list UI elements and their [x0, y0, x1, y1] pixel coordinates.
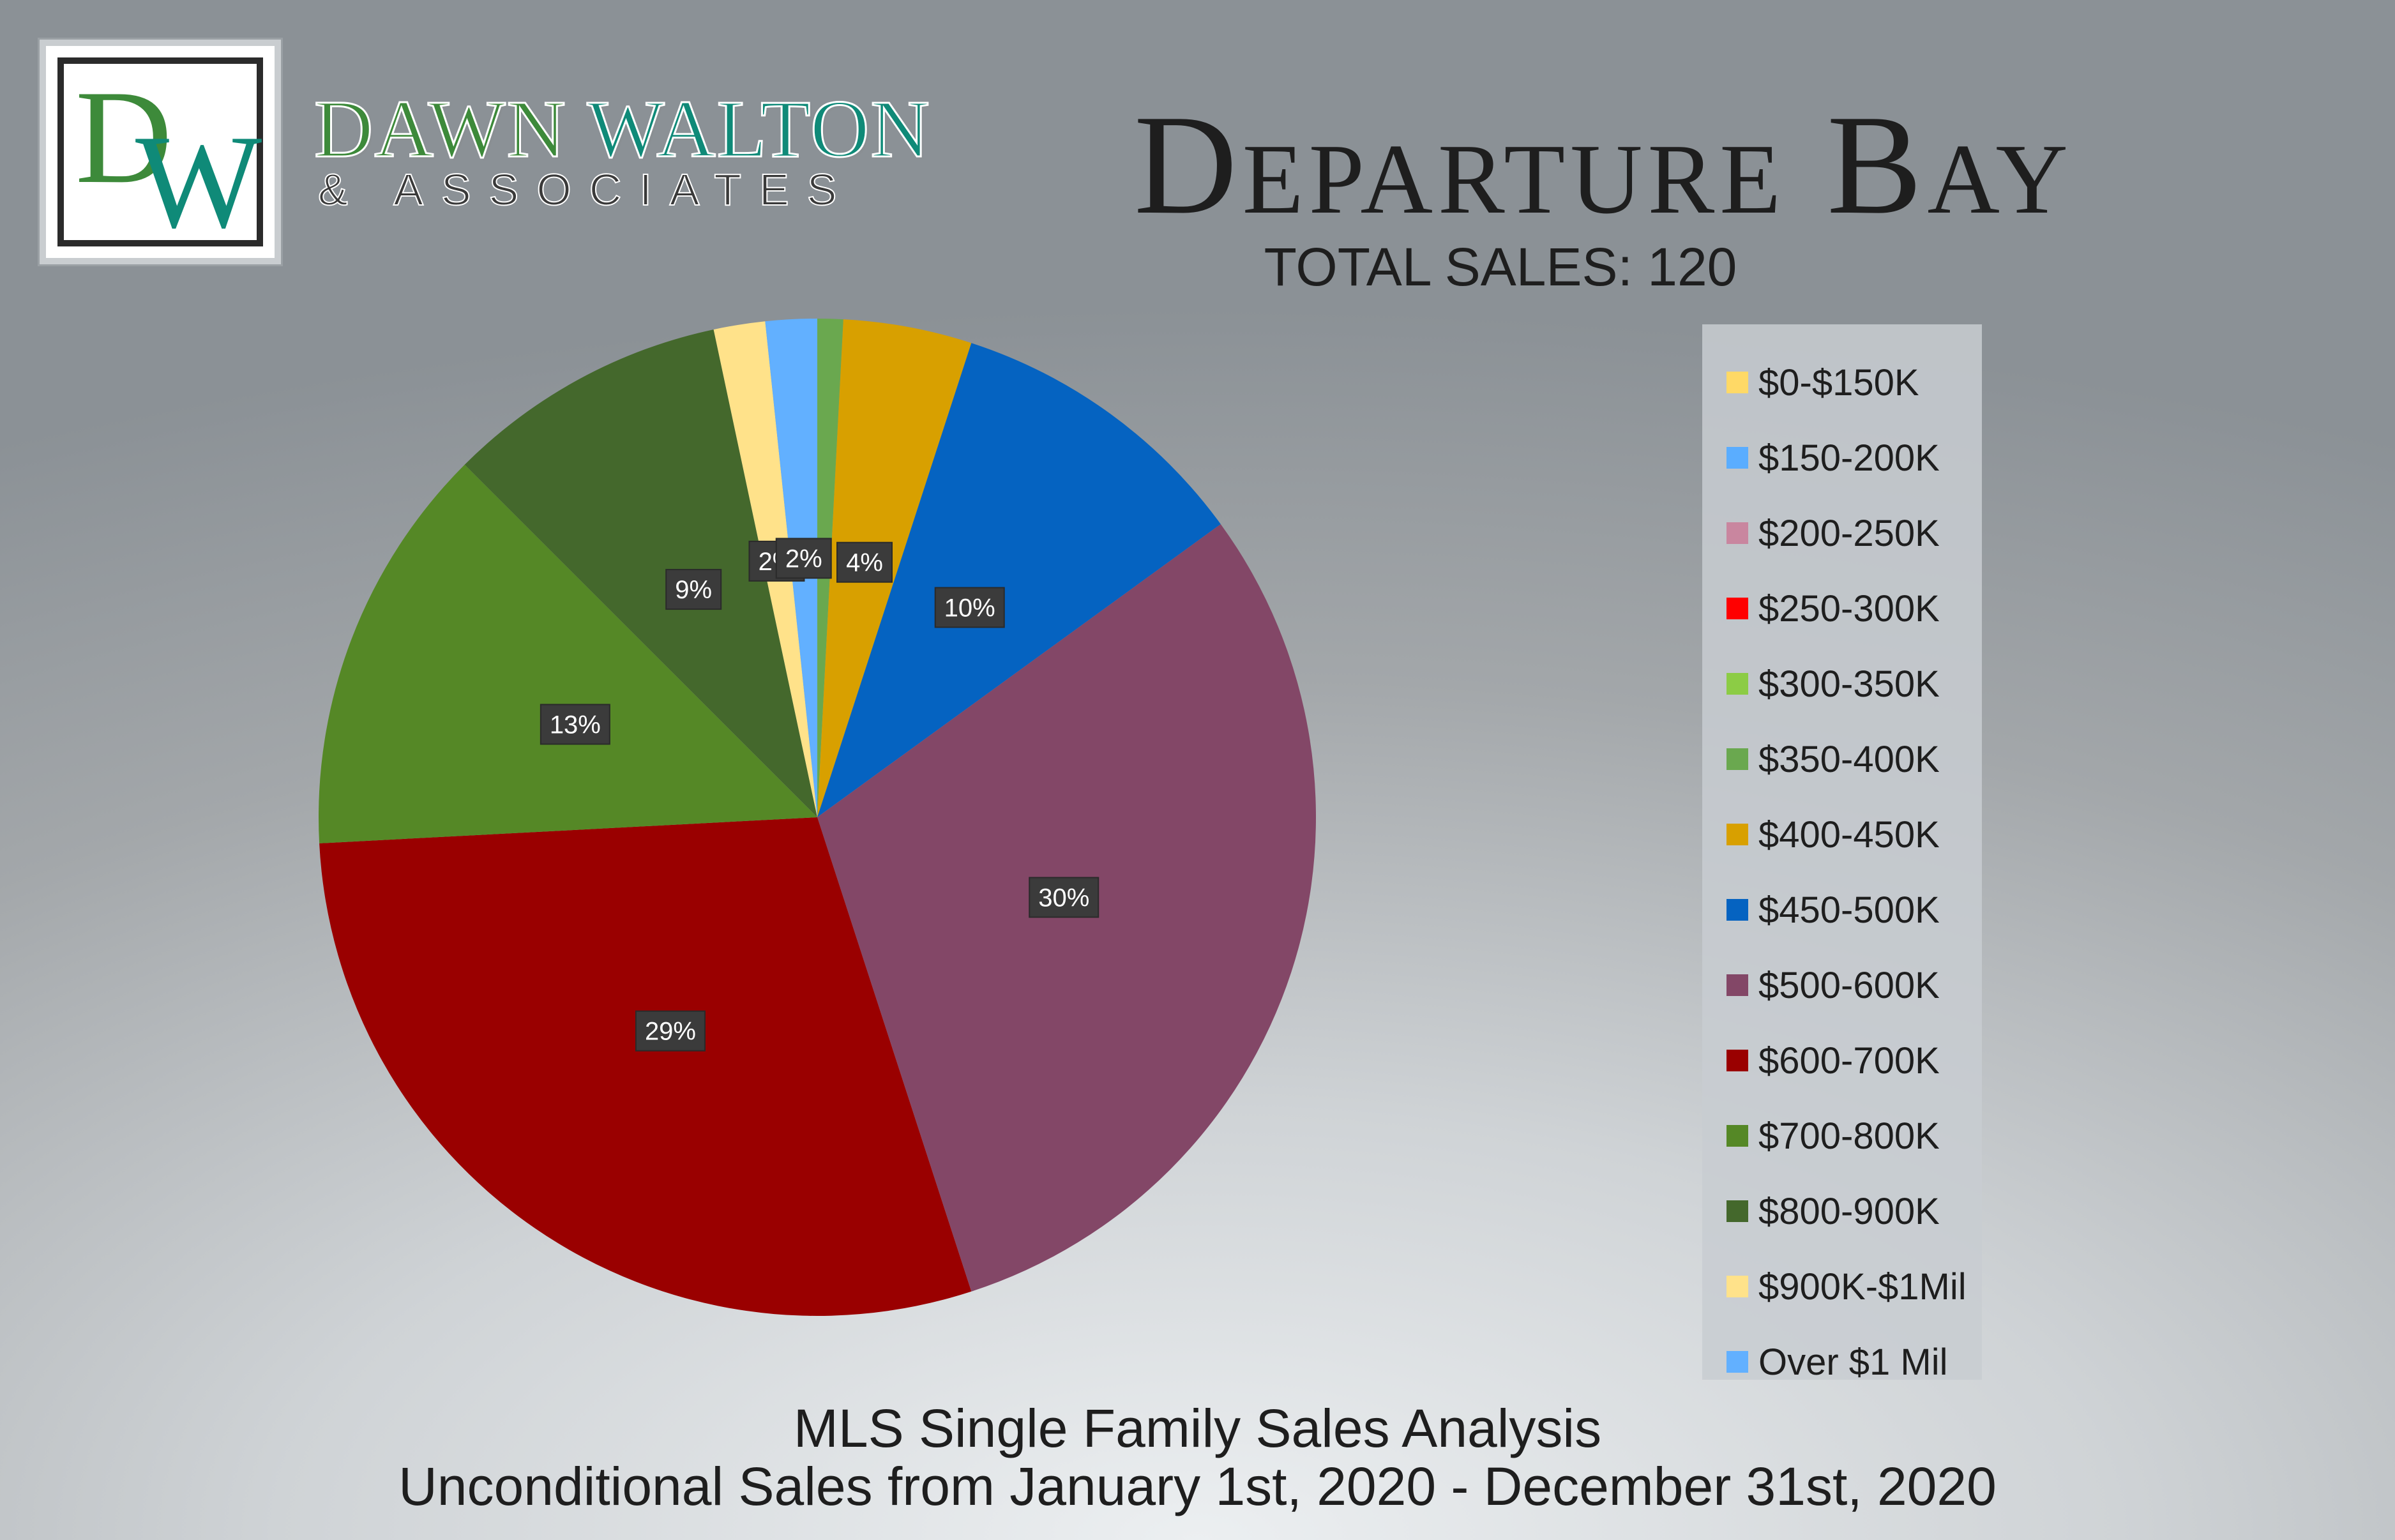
brand-name-first: DAWN [314, 84, 567, 174]
legend-swatch [1726, 1200, 1748, 1222]
legend-item: $500-600K [1702, 947, 1982, 1023]
data-label: 13% [540, 704, 610, 745]
legend-item: $350-400K [1702, 721, 1982, 797]
legend: $0-$150K $150-200K $200-250K $250-300K $300-… [1702, 324, 1982, 1383]
brand-subline: & ASSOCIATES [317, 165, 855, 215]
legend-label: $700-800K [1758, 1115, 1940, 1157]
data-label-box [775, 538, 832, 579]
pie-slice [817, 343, 1221, 817]
logo-frame: D W [57, 57, 263, 256]
logo: D W [40, 40, 281, 264]
legend-label: $0-$150K [1758, 361, 1919, 404]
data-label-text: 30% [1038, 884, 1089, 912]
legend-label: $400-450K [1758, 813, 1940, 856]
legend-swatch [1726, 372, 1748, 393]
legend-label: $200-250K [1758, 512, 1940, 554]
legend-item: $450-500K [1702, 872, 1982, 947]
data-label-box [836, 541, 893, 583]
legend-label: Over $1 Mil [1758, 1341, 1948, 1383]
legend-item: $800-900K [1702, 1174, 1982, 1249]
legend-label: $600-700K [1758, 1039, 1940, 1082]
legend-label: $300-350K [1758, 663, 1940, 705]
logo-letter-d: D [75, 63, 172, 211]
pie-slice [319, 817, 972, 1316]
legend-swatch [1726, 673, 1748, 695]
data-label-text: 9% [675, 576, 712, 604]
data-label: 30% [1029, 877, 1099, 918]
data-label-text: 29% [645, 1018, 696, 1046]
legend-label: $800-900K [1758, 1190, 1940, 1232]
data-label: 29% [635, 1010, 706, 1052]
footer-title: MLS Single Family Sales Analysis [793, 1398, 1602, 1458]
pie-slice [319, 464, 817, 843]
legend-swatch [1726, 899, 1748, 921]
data-label-box [665, 569, 722, 610]
legend-item: $200-250K [1702, 495, 1982, 571]
legend-item: $0-$150K [1702, 345, 1982, 420]
legend-label: $350-400K [1758, 738, 1940, 780]
legend-item: $600-700K [1702, 1023, 1982, 1098]
legend-swatch [1726, 1050, 1748, 1071]
legend-swatch [1726, 1276, 1748, 1297]
footer-date-range: Unconditional Sales from January 1st, 20… [398, 1456, 1997, 1516]
legend-label: $450-500K [1758, 889, 1940, 931]
legend-label: $150-200K [1758, 437, 1940, 479]
legend-swatch [1726, 974, 1748, 996]
legend-swatch [1726, 522, 1748, 544]
pie-slice [817, 319, 972, 818]
page-title: Departure Bay [1134, 86, 2073, 244]
data-label-text: 2% [785, 545, 822, 573]
legend-label: $500-600K [1758, 964, 1940, 1006]
brand-name-last: WALTON [586, 84, 931, 174]
data-label-box [540, 704, 610, 745]
legend-label: $900K-$1Mil [1758, 1265, 1967, 1308]
data-label: 10% [934, 587, 1005, 628]
legend-item: $900K-$1Mil [1702, 1249, 1982, 1324]
data-label-text: 10% [944, 594, 995, 622]
legend-item: $300-350K [1702, 646, 1982, 721]
legend-swatch [1726, 598, 1748, 619]
data-label: 9% [665, 569, 722, 610]
legend-swatch [1726, 447, 1748, 469]
legend-item: $150-200K [1702, 420, 1982, 495]
legend-swatch [1726, 748, 1748, 770]
legend-swatch [1726, 1351, 1748, 1373]
data-label-text: 13% [550, 711, 601, 739]
pie-slices [319, 319, 1317, 1316]
pie-chart: 4%10%30%29%13%9%2%2% [319, 319, 1317, 1316]
legend-item: $250-300K [1702, 571, 1982, 646]
legend-swatch [1726, 1125, 1748, 1147]
legend-item: $700-800K [1702, 1098, 1982, 1174]
legend-swatch [1726, 824, 1748, 845]
legend-label: $250-300K [1758, 587, 1940, 630]
legend-item: $400-450K [1702, 797, 1982, 872]
logo-letter-w: W [135, 108, 262, 256]
data-label-box [934, 587, 1005, 628]
pie-slice [464, 329, 817, 817]
pie-labels: 4%10%30%29%13%9%2%2% [540, 538, 1099, 1052]
legend-item: Over $1 Mil [1702, 1324, 1982, 1400]
data-label-text: 4% [846, 549, 883, 577]
data-label-box [1029, 877, 1099, 918]
data-label: 4% [836, 541, 893, 583]
data-label-box [635, 1010, 706, 1052]
total-sales: TOTAL SALES: 120 [1264, 237, 1737, 297]
data-label: 2% [775, 538, 832, 579]
brand-name: DAWN WALTON [314, 87, 931, 171]
